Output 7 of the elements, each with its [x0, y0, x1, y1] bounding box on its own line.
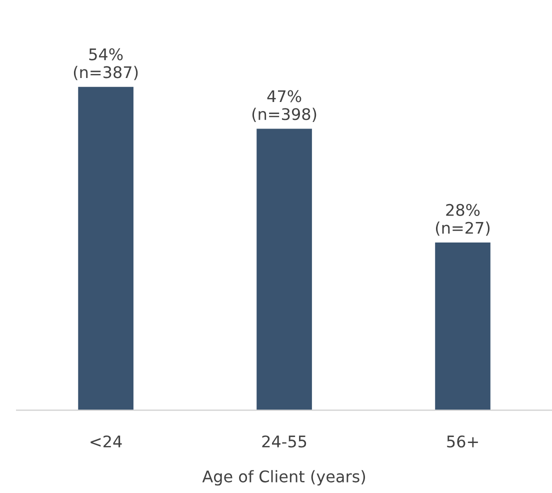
data-label: 47% (n=398) [252, 90, 316, 122]
x-tick-label: <24 [90, 435, 122, 448]
x-axis-title: Age of Client (years) [202, 470, 365, 486]
x-tick-label: 56+ [447, 435, 478, 448]
data-label: 28% (n=27) [436, 204, 490, 236]
x-tick-label: 24-55 [262, 435, 306, 448]
data-label: 54% (n=387) [74, 48, 138, 80]
